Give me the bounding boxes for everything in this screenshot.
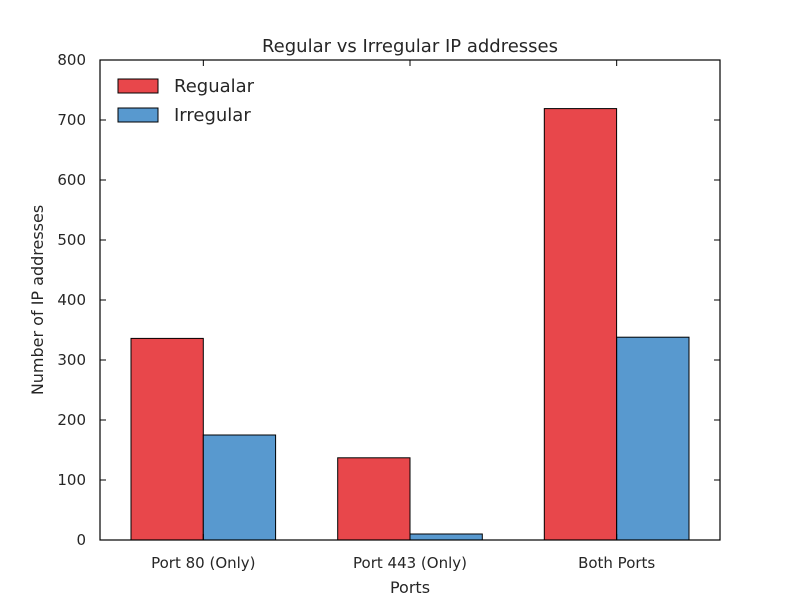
y-tick-label: 700: [57, 111, 86, 129]
bar-regular-2: [543, 108, 618, 541]
x-tick-label: Port 80 (Only): [151, 554, 255, 572]
bar-regular-0: [130, 337, 204, 541]
y-tick-label: 100: [57, 471, 86, 489]
y-axis-label: Number of IP addresses: [28, 205, 47, 395]
x-tick-label: Both Ports: [578, 554, 655, 572]
legend-swatch-regular: [117, 78, 159, 94]
x-tick-label: Port 443 (Only): [353, 554, 467, 572]
x-axis-label: Ports: [390, 578, 430, 597]
y-tick-label: 800: [57, 51, 86, 69]
y-tick-label: 200: [57, 411, 86, 429]
legend-label-irregular: Irregular: [174, 105, 251, 126]
y-tick-label: 300: [57, 351, 86, 369]
chart-title: Regular vs Irregular IP addresses: [262, 36, 558, 57]
bar-irregular-1: [409, 533, 483, 541]
bar-regular-1: [337, 457, 411, 541]
plot-area: 0 100 200 300 400 500 600 700 800 Port 80 (Only) P…: [57, 51, 721, 572]
legend-swatch-irregular: [117, 107, 159, 123]
legend: Regualar Irregular: [117, 76, 255, 126]
legend-label-regular: Regualar: [174, 76, 255, 97]
bar-irregular-2: [616, 336, 690, 541]
y-tick-label: 500: [57, 231, 86, 249]
bar-irregular-0: [202, 434, 277, 541]
y-tick-label: 400: [57, 291, 86, 309]
y-tick-label: 600: [57, 171, 86, 189]
y-tick-label: 0: [76, 531, 86, 549]
